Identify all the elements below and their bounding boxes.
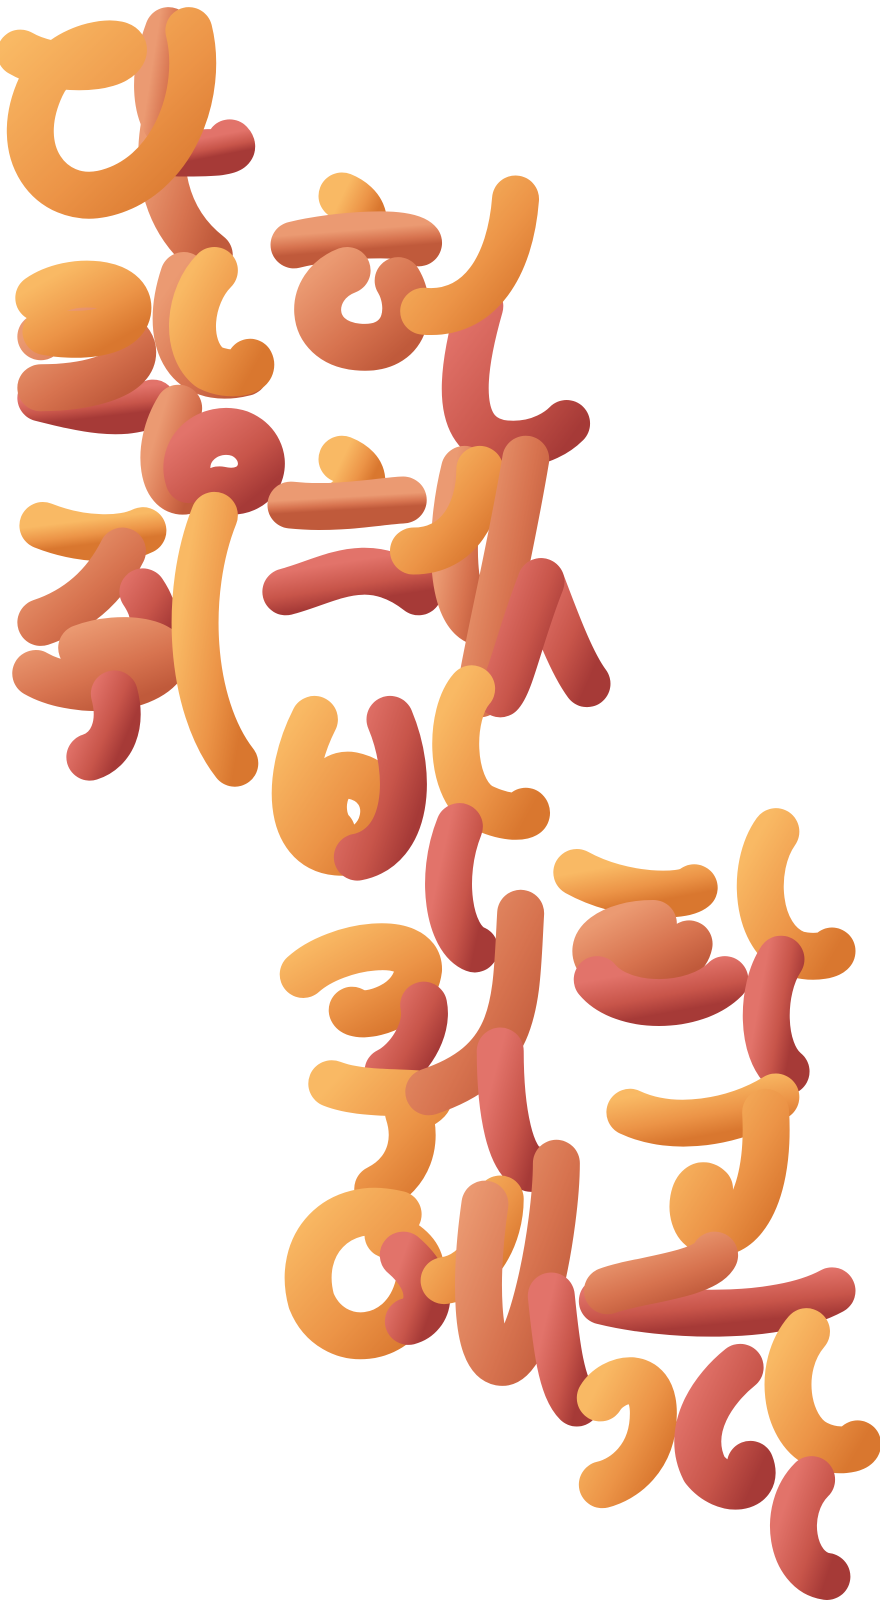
glyph-group <box>0 7 285 787</box>
stroke <box>764 1308 880 1474</box>
glyph-group <box>279 808 880 1600</box>
stroke <box>432 665 550 840</box>
stroke <box>573 956 749 1026</box>
stroke <box>364 981 448 1095</box>
stroke <box>441 282 591 468</box>
stroke <box>15 260 152 358</box>
stroke <box>267 476 427 530</box>
stroke <box>405 889 545 1116</box>
stroke <box>333 695 427 881</box>
stroke <box>527 1272 601 1427</box>
stroke <box>379 1231 451 1345</box>
stroke <box>279 923 443 1038</box>
stroke <box>12 617 188 712</box>
stroke <box>17 527 146 646</box>
stroke <box>476 1027 555 1192</box>
stroke <box>742 935 810 1095</box>
stroke <box>171 491 259 787</box>
stroke <box>576 1357 677 1509</box>
stroke <box>736 808 856 980</box>
stroke <box>583 1231 739 1315</box>
stroke <box>0 7 217 219</box>
stroke <box>553 848 718 918</box>
stroke <box>389 445 504 575</box>
stroke <box>455 1139 580 1386</box>
stroke <box>294 246 430 371</box>
stroke <box>674 1343 776 1510</box>
stroke <box>270 211 443 269</box>
stroke <box>262 547 443 616</box>
stroke <box>770 1456 851 1600</box>
glyph-group <box>262 172 611 973</box>
stroke <box>425 803 499 973</box>
stroke <box>476 558 565 718</box>
stroke <box>400 175 540 335</box>
stroke <box>169 246 275 397</box>
stroke <box>66 670 141 781</box>
stroke <box>163 408 285 515</box>
